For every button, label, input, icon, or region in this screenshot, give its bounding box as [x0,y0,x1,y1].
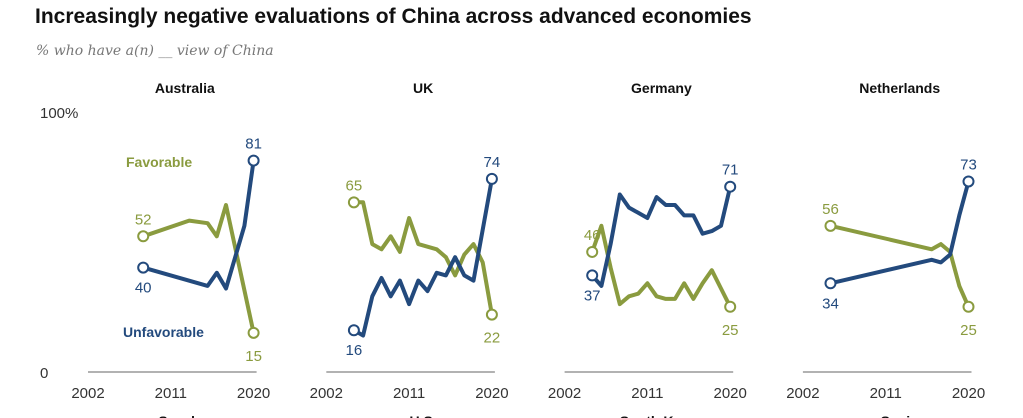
favorable-line [830,223,971,308]
unfavorable-start-point [347,324,360,337]
legend-unfavorable: Unfavorable [123,324,204,340]
y-tick-0: 0 [40,365,48,382]
favorable-end-point [962,300,975,313]
x-tick-label: 2002 [548,385,581,402]
unfavorable-end-point [724,180,737,193]
x-tick-label: 2011 [393,385,425,402]
unfavorable-end-point [485,172,498,185]
favorable-start-label: 65 [346,177,363,194]
next-row-panel-title: U.S. [409,413,436,418]
x-tick-label: 2020 [952,385,985,402]
favorable-end-label: 25 [960,322,977,339]
x-tick-label: 2020 [714,385,747,402]
unfavorable-start-label: 40 [135,280,152,297]
x-tick-label: 2002 [310,385,343,402]
panel-title: Australia [155,80,215,96]
unfavorable-start-label: 16 [346,342,363,359]
favorable-end-point [247,326,260,339]
favorable-end-label: 25 [722,322,739,339]
unfavorable-end-label: 81 [245,136,262,153]
favorable-end-label: 15 [245,348,262,365]
favorable-start-point [137,230,150,243]
x-tick-label: 2011 [870,385,902,402]
favorable-start-point [586,245,599,258]
unfavorable-start-point [137,261,150,274]
unfavorable-end-point [247,154,260,167]
unfavorable-start-point [824,277,837,290]
x-tick-label: 2011 [631,385,663,402]
x-tick-label: 2020 [475,385,508,402]
x-tick-label: 2002 [71,385,104,402]
unfavorable-line [830,180,971,286]
favorable-line [353,200,494,315]
favorable-line [590,223,732,308]
unfavorable-line [142,160,256,291]
x-tick-label: 2002 [786,385,819,402]
unfavorable-start-label: 34 [822,295,839,312]
unfavorable-start-label: 37 [584,287,601,304]
y-tick-100: 100% [40,105,78,122]
favorable-start-point [347,196,360,209]
unfavorable-end-label: 71 [722,162,739,179]
legend-favorable: Favorable [126,154,192,170]
chart-subtitle: % who have a(n) __ view of China [36,43,274,59]
unfavorable-line [590,186,733,288]
favorable-start-label: 46 [584,227,601,244]
unfavorable-end-label: 73 [960,156,977,173]
favorable-line [142,203,256,334]
unfavorable-end-point [962,175,975,188]
unfavorable-start-point [586,269,599,282]
unfavorable-end-label: 74 [484,154,501,171]
chart-title: Increasingly negative evaluations of Chi… [35,5,752,28]
favorable-start-point [824,219,837,232]
unfavorable-line [352,178,494,338]
favorable-end-label: 22 [484,330,501,347]
next-row-panel-title: South Korea [620,413,703,418]
x-tick-label: 2020 [237,385,270,402]
favorable-end-point [485,308,498,321]
x-tick-label: 2011 [155,385,187,402]
favorable-end-point [724,300,737,313]
favorable-start-label: 56 [822,201,839,218]
next-row-panel-title: Sweden [158,413,211,418]
favorable-start-label: 52 [135,211,152,228]
next-row-panel-title: Spain [881,413,919,418]
panel-title: Germany [631,80,692,96]
panel-title: Netherlands [859,80,940,96]
panel-title: UK [413,80,433,96]
